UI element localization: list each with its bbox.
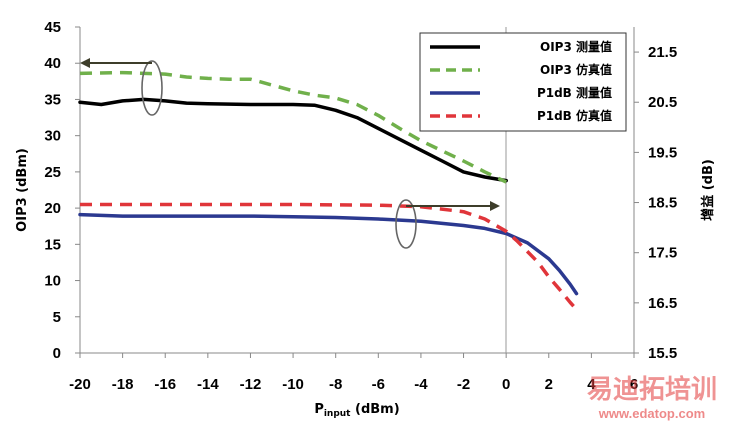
y-left-tick-label: 40: [44, 55, 61, 72]
y-left-tick-label: 5: [53, 309, 61, 326]
y-left-tick-label: 25: [44, 164, 61, 181]
series-p1db-measured: [78, 212, 579, 296]
legend-label-p1db-measured: P1dB 测量值: [537, 85, 612, 100]
x-tick-label: -4: [414, 376, 428, 393]
y-right-tick-label: 18.5: [648, 195, 677, 212]
x-tick-label: 4: [587, 376, 596, 393]
annotation-p1db: [395, 199, 500, 249]
x-tick-label: -12: [240, 376, 262, 393]
y-left-tick-label: 30: [44, 128, 61, 145]
legend-label-oip3-measured: OIP3 测量值: [540, 39, 612, 54]
x-tick-label: -14: [197, 376, 219, 393]
watermark-url: www.edatop.com: [598, 406, 705, 421]
x-tick-label: 6: [630, 376, 638, 393]
x-axis-title-main: P: [314, 402, 324, 417]
x-tick-label: -6: [372, 376, 385, 393]
y-left-tick-label: 10: [44, 273, 61, 290]
series-p1db-simulated: [80, 202, 578, 311]
x-axis-title: Pinput (dBm): [314, 402, 399, 419]
legend-label-oip3-simulated: OIP3 仿真值: [540, 62, 612, 77]
y-right-tick-label: 19.5: [648, 144, 677, 161]
y-right-tick-label: 15.5: [648, 345, 677, 362]
y-left-tick-label: 35: [44, 91, 61, 108]
y-right-tick-label: 17.5: [648, 245, 677, 262]
x-tick-label: -18: [112, 376, 134, 393]
y-left-tick-label: 0: [53, 345, 61, 362]
watermark-text: 易迪拓培训: [587, 375, 717, 405]
y-left-tick-label: 15: [44, 236, 61, 253]
y-left-tick-label: 20: [44, 200, 61, 217]
y-right-axis-title: 增益 (dB): [700, 159, 716, 221]
series-oip3-measured: [78, 97, 508, 183]
y-left-axis-title: OIP3 (dBm): [15, 148, 30, 232]
x-tick-label: -10: [282, 376, 304, 393]
x-tick-label: -2: [457, 376, 470, 393]
watermark: 易迪拓培训 www.edatop.com: [587, 375, 717, 421]
y-right-tick-label: 21.5: [648, 44, 677, 61]
annotation-ellipse-p1db: [395, 199, 417, 249]
legend: OIP3 测量值 OIP3 仿真值 P1dB 测量值 P1dB 仿真值: [419, 32, 627, 132]
x-tick-label: -20: [69, 376, 91, 393]
y-right-tick-labels: 15.5 16.5 17.5 18.5 19.5 20.5 21.5: [648, 44, 677, 362]
x-axis-title-unit: (dBm): [351, 402, 400, 417]
annotation-oip3: [80, 58, 163, 116]
y-right-tick-label: 20.5: [648, 94, 677, 111]
series-layer: [78, 70, 579, 311]
x-axis-title-subscript: input: [324, 409, 351, 419]
tick-marks: [75, 26, 639, 358]
legend-label-p1db-simulated: P1dB 仿真值: [537, 108, 612, 123]
y-right-tick-label: 16.5: [648, 295, 677, 312]
x-tick-labels: -20 -18 -16 -14 -12 -10 -8 -6 -4 -2 0 2 4 6: [69, 376, 638, 393]
x-tick-label: -8: [329, 376, 342, 393]
x-tick-label: 0: [502, 376, 510, 393]
y-left-tick-label: 45: [44, 19, 61, 36]
y-left-tick-labels: 0 5 10 15 20 25 30 35 40 45: [44, 19, 61, 362]
annotation-ellipse-oip3: [141, 60, 163, 116]
x-tick-label: 2: [545, 376, 553, 393]
series-oip3-simulated: [79, 70, 507, 184]
x-tick-label: -16: [154, 376, 176, 393]
